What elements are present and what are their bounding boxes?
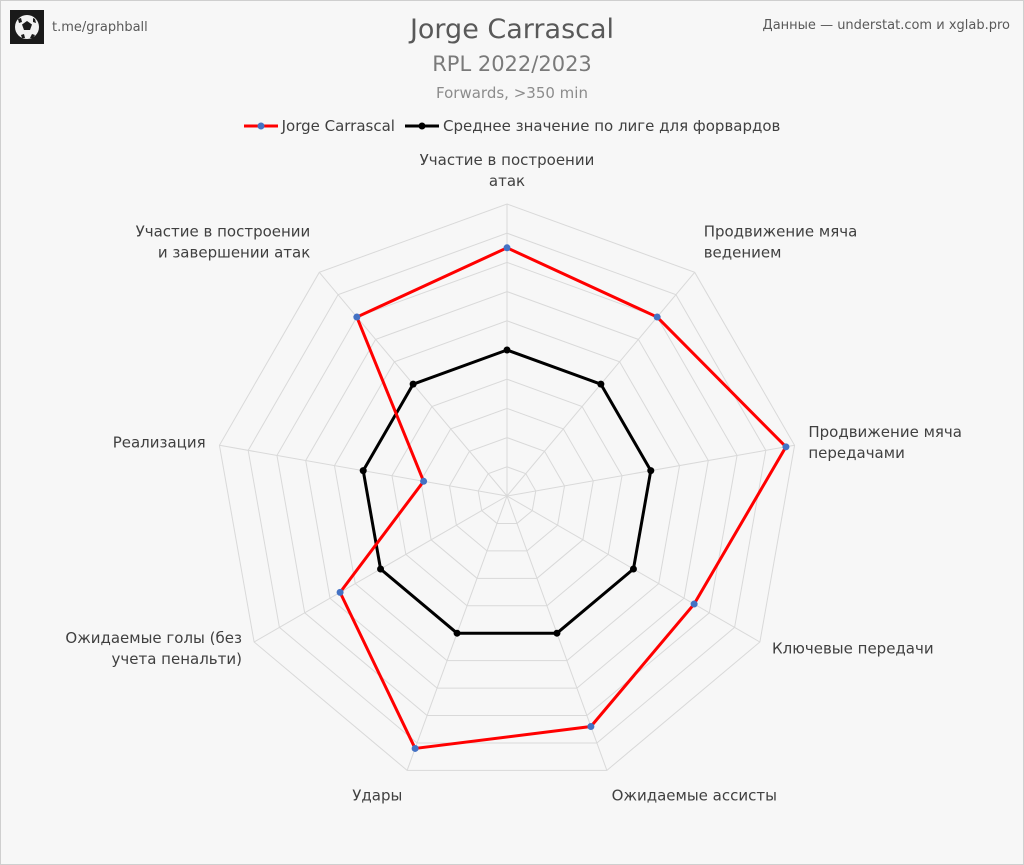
data-source-note: Данные — understat.com и xglab.pro [762, 18, 1010, 33]
brand-link[interactable]: t.me/graphball [52, 19, 148, 35]
grid-ring [218, 203, 796, 771]
series-point-0 [503, 244, 511, 252]
axis-label: Ожидаемые ассисты [612, 787, 777, 805]
axis-label: Реализация [113, 433, 206, 451]
series-line-1 [361, 348, 653, 635]
grid-ring [333, 320, 681, 662]
series-point-1 [377, 565, 385, 573]
axis-label-line: Реализация [113, 433, 206, 451]
grid-ring [420, 407, 594, 579]
axis-label-line: Продвижение мяча [808, 423, 962, 441]
soccer-ball-logo-icon [10, 10, 44, 44]
brand[interactable]: t.me/graphball [10, 10, 148, 44]
series-point-1 [453, 629, 461, 637]
series-point-1 [647, 467, 655, 475]
grid-ring [477, 466, 537, 524]
axis-label-line: Ключевые передачи [772, 640, 934, 658]
grid-ring [247, 232, 767, 744]
series-point-0 [420, 477, 428, 485]
series-point-1 [409, 380, 417, 388]
axis-label-line: Удары [352, 787, 402, 805]
legend-label-average: Среднее значение по лиге для форвардов [442, 117, 781, 135]
axis-label-line: передачами [808, 444, 904, 462]
legend: Jorge Carrascal Среднее значение по лиге… [0, 117, 1024, 135]
series-point-0 [690, 600, 698, 608]
grid-ring [276, 261, 738, 717]
grid-ring [448, 437, 566, 552]
series-point-1 [359, 467, 367, 475]
series-point-0 [782, 443, 790, 451]
series-point-0 [353, 313, 361, 321]
axis-label-line: и завершении атак [158, 244, 310, 262]
axis-label-line: Ожидаемые голы (без [65, 629, 242, 647]
series-point-1 [503, 346, 511, 354]
chart-title: Jorge Carrascal [409, 14, 615, 45]
series-point-0 [411, 744, 419, 752]
axis-label: Продвижение мяча передачами [808, 423, 962, 462]
series-point-0 [336, 588, 344, 596]
chart-subtitle: RPL 2022/2023 [432, 52, 592, 76]
axis-label: Участие в построении и завершении атак [136, 223, 311, 262]
chart-note: Forwards, >350 min [436, 84, 588, 102]
axis-label-line: Ожидаемые ассисты [612, 787, 777, 805]
axis-label-line: Участие в построении [136, 223, 311, 241]
series-point-0 [587, 722, 595, 730]
axis-label: Продвижение мяча ведением [704, 223, 858, 262]
axis-label: Участие в построении атак [420, 151, 595, 190]
axis-label-line: учета пенальти) [112, 650, 242, 668]
axis-label: Ключевые передачи [772, 640, 934, 658]
series-line-0 [338, 246, 788, 750]
legend-swatch-player [243, 122, 278, 130]
grid-ring [305, 291, 709, 689]
axis-label: Ожидаемые голы (без учета пенальти) [65, 629, 242, 668]
grid-ring [391, 378, 623, 607]
axis-label-line: ведением [704, 244, 782, 262]
legend-swatch-average [404, 122, 439, 130]
series-point-1 [629, 565, 637, 573]
axis-label: Удары [352, 787, 402, 805]
series-point-0 [653, 313, 661, 321]
series-point-1 [597, 380, 605, 388]
axis-label-line: атак [489, 172, 525, 190]
legend-item-average: Среднее значение по лиге для форвардов [404, 117, 781, 135]
axis-label-line: Продвижение мяча [704, 223, 858, 241]
legend-label-player: Jorge Carrascal [281, 117, 395, 135]
series-point-1 [553, 629, 561, 637]
axis-label-line: Участие в построении [420, 151, 595, 169]
legend-item-player: Jorge Carrascal [243, 117, 395, 135]
